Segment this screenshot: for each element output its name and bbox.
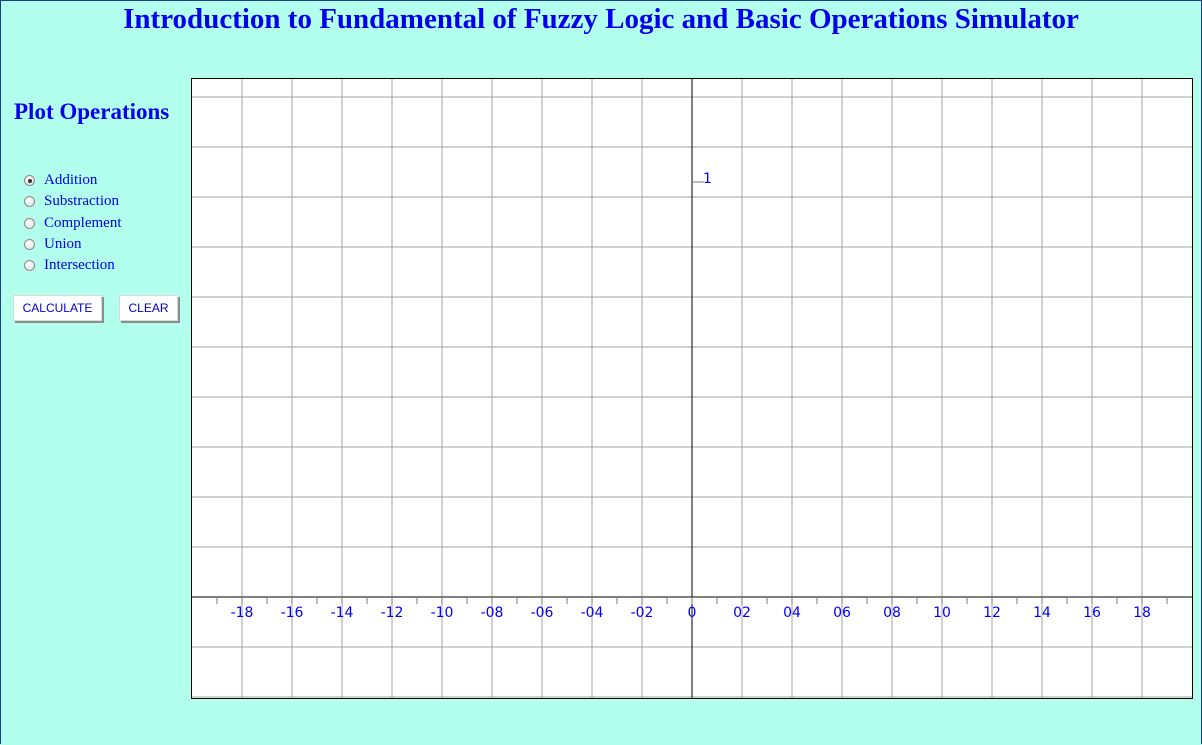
x-tick-label: -18 [231, 605, 254, 621]
x-tick-label: 08 [883, 605, 901, 621]
x-tick-label: 0 [688, 605, 697, 621]
radio-substraction[interactable]: Substraction [24, 191, 122, 212]
plot-operations-heading: Plot Operations [14, 99, 170, 124]
radio-complement[interactable]: Complement [24, 213, 122, 234]
radio-union[interactable]: Union [24, 234, 122, 255]
page-title: Introduction to Fundamental of Fuzzy Log… [123, 3, 1079, 35]
radio-label-complement: Complement [44, 214, 122, 231]
radio-label-addition: Addition [44, 172, 98, 189]
radio-label-union: Union [44, 236, 82, 253]
x-tick-label: 06 [833, 605, 851, 621]
radio-label-substraction: Substraction [44, 193, 119, 210]
radio-button-icon[interactable] [24, 260, 35, 272]
x-tick-label: 12 [983, 605, 1001, 621]
radio-button-icon[interactable] [24, 239, 35, 251]
x-tick-label: -12 [381, 605, 404, 621]
radio-addition[interactable]: Addition [24, 170, 122, 191]
y-tick-label: 1 [703, 171, 712, 187]
x-tick-label: -10 [431, 605, 454, 621]
x-tick-label: 16 [1083, 605, 1101, 621]
x-tick-label: -14 [331, 605, 354, 621]
x-tick-label: -08 [481, 605, 504, 621]
plot-canvas: -18 -16 -14 -12 -10 -08 -06 -04 -02 0 02 04 06 08 10 12… [192, 79, 1192, 698]
radio-label-intersection: Intersection [44, 257, 115, 274]
radio-button-icon[interactable] [24, 196, 35, 208]
x-tick-label: 04 [783, 605, 801, 621]
radio-button-icon[interactable] [24, 217, 35, 229]
radio-button-icon[interactable] [24, 175, 35, 187]
radio-intersection[interactable]: Intersection [24, 255, 122, 276]
x-tick-label: -04 [581, 605, 604, 621]
x-tick-label: -16 [281, 605, 304, 621]
calculate-button[interactable]: CALCULATE [13, 295, 102, 321]
x-tick-label: -02 [631, 605, 654, 621]
clear-button[interactable]: CLEAR [119, 295, 178, 321]
operations-radio-group: Addition Substraction Complement Union I… [24, 170, 122, 276]
x-tick-label: 02 [733, 605, 751, 621]
plot-area[interactable]: -18 -16 -14 -12 -10 -08 -06 -04 -02 0 02 04 06 08 10 12… [191, 78, 1193, 699]
x-tick-label: -06 [531, 605, 554, 621]
x-tick-label: 14 [1033, 605, 1051, 621]
x-tick-label: 18 [1133, 605, 1151, 621]
x-tick-label: 10 [933, 605, 951, 621]
